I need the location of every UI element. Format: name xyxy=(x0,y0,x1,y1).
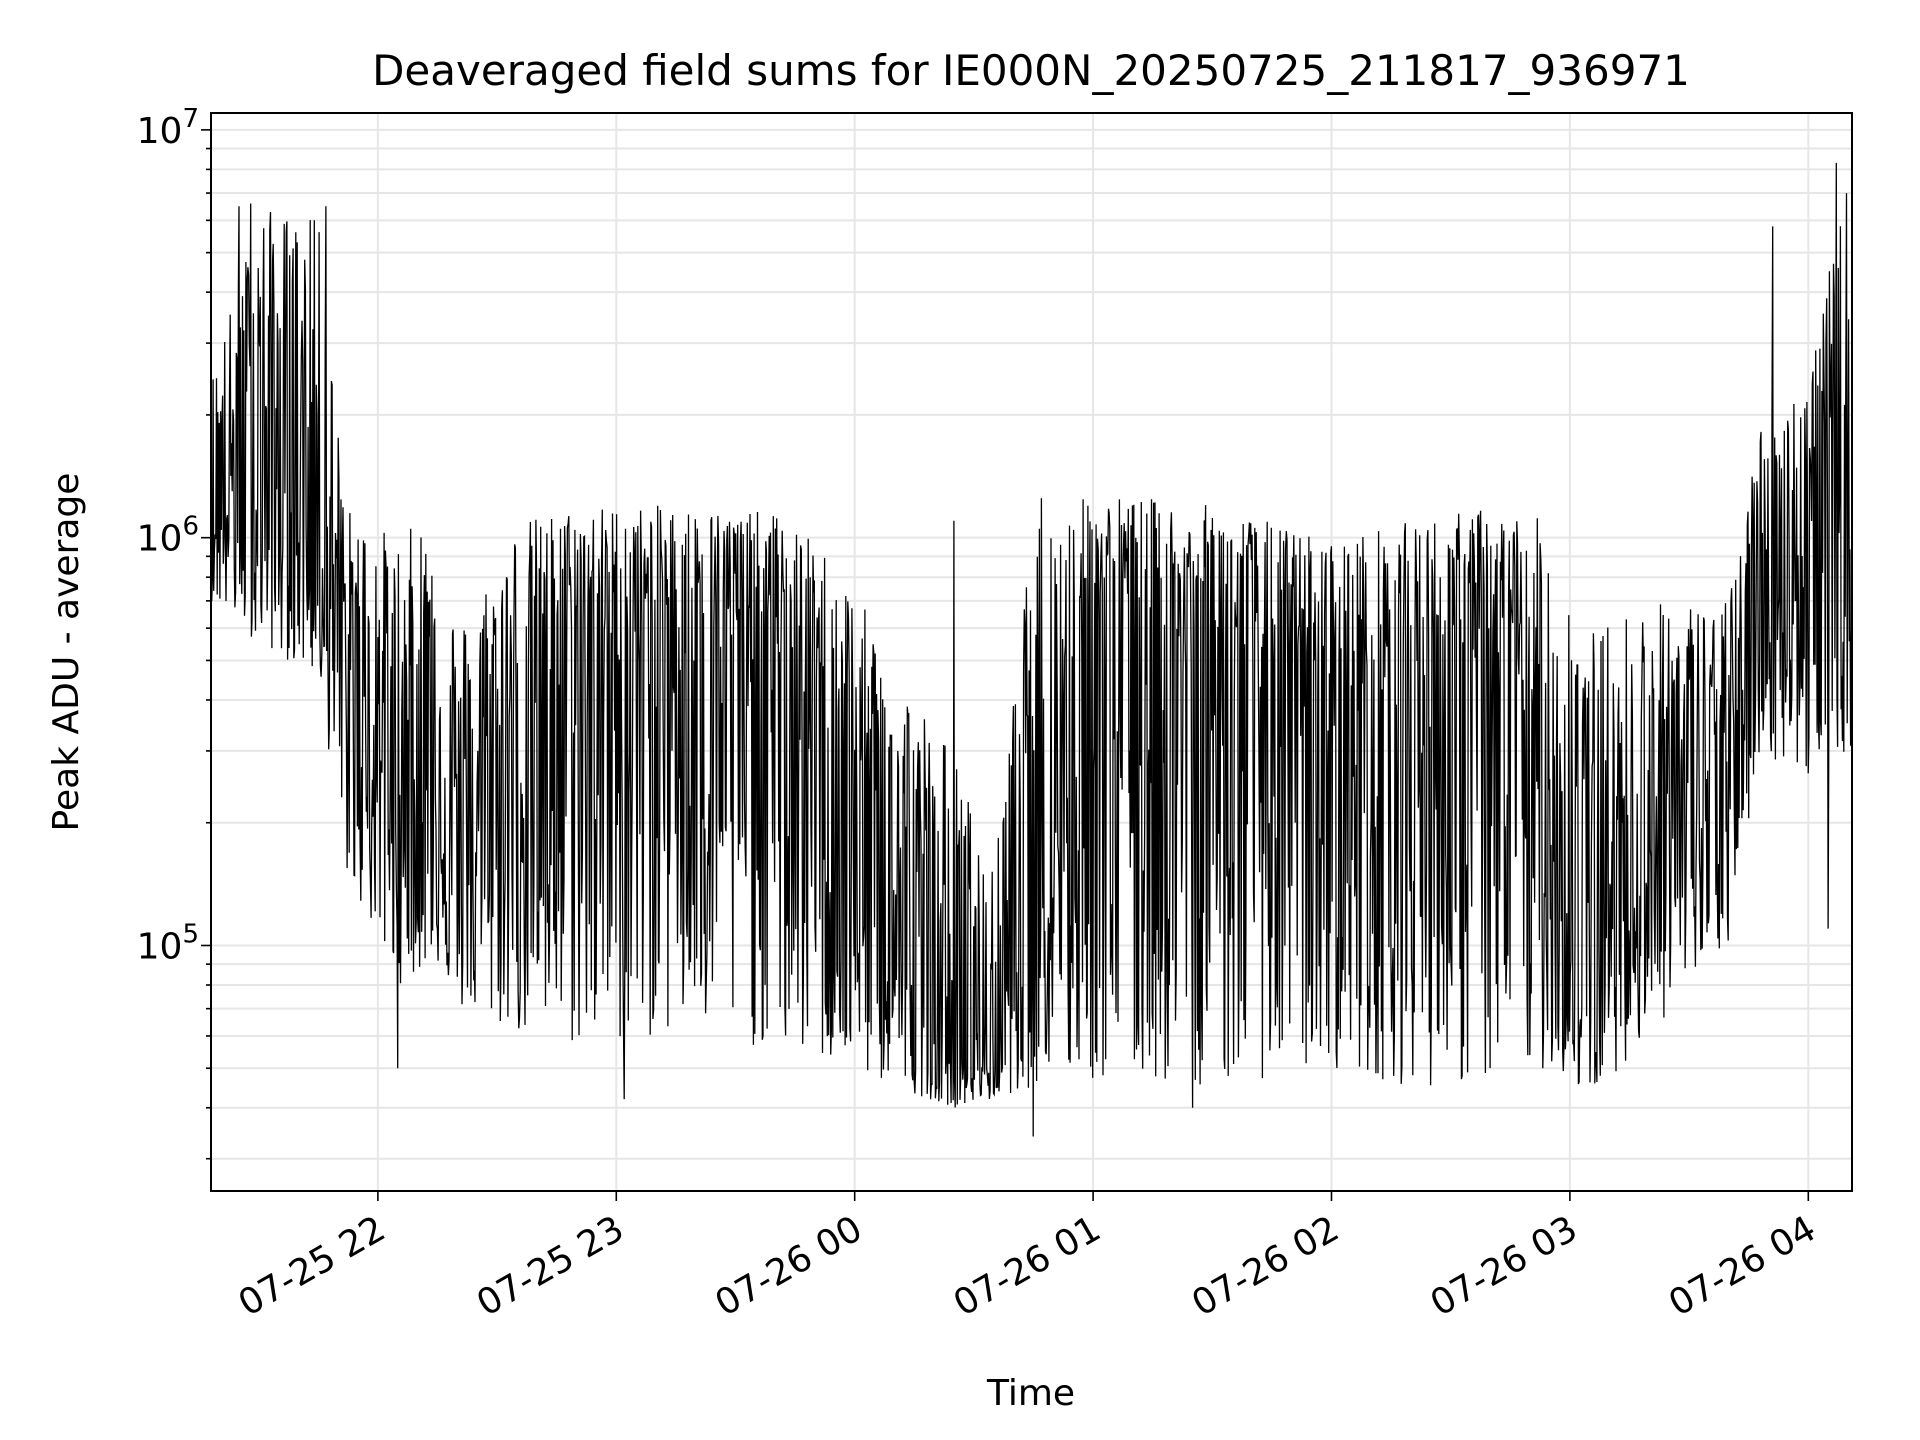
chart-title: Deaveraged field sums for IE000N_2025072… xyxy=(372,46,1690,95)
y-tick-label: 106 xyxy=(137,512,199,560)
y-axis: 105 106 107 xyxy=(137,104,211,1160)
y-tick-label: 105 xyxy=(137,919,199,967)
series-line xyxy=(210,162,1853,1137)
x-axis-label: Time xyxy=(986,1373,1075,1414)
y-axis-label: Peak ADU - average xyxy=(46,473,87,832)
y-tick-label: 107 xyxy=(137,104,199,152)
plot-frame xyxy=(210,112,1853,1192)
series-path xyxy=(210,162,1853,1137)
